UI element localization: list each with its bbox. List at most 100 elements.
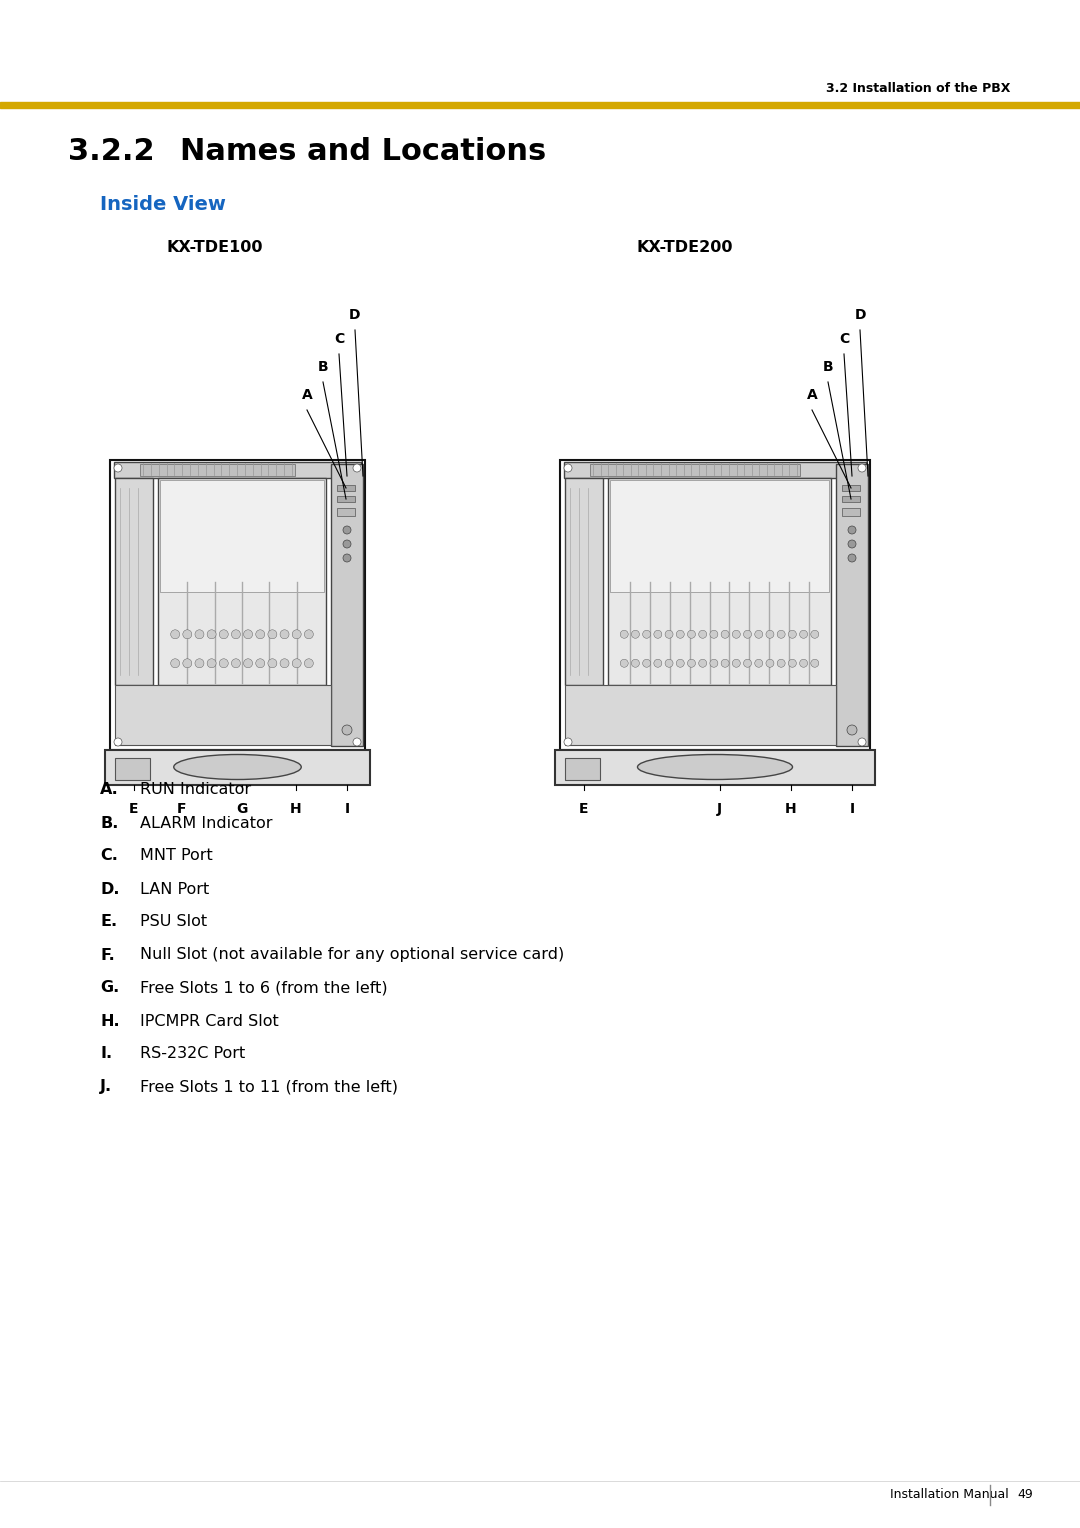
Text: KX-TDE200: KX-TDE200: [637, 240, 733, 255]
Circle shape: [353, 465, 361, 472]
Text: H.: H.: [100, 1013, 120, 1028]
Circle shape: [564, 465, 572, 472]
Circle shape: [280, 630, 289, 639]
Circle shape: [732, 630, 740, 639]
Circle shape: [847, 724, 858, 735]
Circle shape: [268, 630, 276, 639]
Bar: [565, 685, 836, 746]
Text: C.: C.: [100, 848, 118, 863]
Bar: [842, 484, 860, 490]
Bar: [114, 685, 330, 746]
Circle shape: [848, 539, 856, 549]
Circle shape: [710, 659, 718, 668]
Circle shape: [114, 465, 122, 472]
Circle shape: [256, 659, 265, 668]
Circle shape: [195, 659, 204, 668]
Circle shape: [620, 630, 629, 639]
Text: RS-232C Port: RS-232C Port: [140, 1047, 245, 1062]
Circle shape: [799, 630, 808, 639]
Circle shape: [676, 659, 685, 668]
Text: B: B: [318, 361, 328, 374]
Circle shape: [219, 659, 228, 668]
Circle shape: [665, 659, 673, 668]
Circle shape: [219, 630, 228, 639]
Circle shape: [244, 630, 253, 639]
Bar: [610, 480, 829, 591]
Text: Inside View: Inside View: [100, 196, 226, 214]
Circle shape: [858, 738, 866, 746]
Circle shape: [653, 630, 662, 639]
Text: Names and Locations: Names and Locations: [180, 138, 546, 167]
Bar: [561, 460, 870, 750]
Circle shape: [620, 659, 629, 668]
Bar: [337, 507, 355, 516]
Circle shape: [305, 630, 313, 639]
Bar: [836, 465, 868, 746]
Bar: [140, 465, 295, 477]
Text: I: I: [850, 802, 854, 816]
Circle shape: [256, 630, 265, 639]
Circle shape: [665, 630, 673, 639]
Circle shape: [231, 630, 241, 639]
Circle shape: [778, 630, 785, 639]
Text: KX-TDE100: KX-TDE100: [166, 240, 264, 255]
Circle shape: [268, 659, 276, 668]
Circle shape: [342, 724, 352, 735]
Circle shape: [811, 659, 819, 668]
Bar: [565, 758, 600, 779]
Text: 3.2.2: 3.2.2: [68, 138, 154, 167]
Ellipse shape: [637, 755, 793, 779]
Text: PSU Slot: PSU Slot: [140, 914, 207, 929]
Bar: [105, 750, 370, 785]
Text: E.: E.: [100, 914, 117, 929]
Bar: [608, 478, 831, 685]
Circle shape: [171, 659, 179, 668]
Circle shape: [114, 738, 122, 746]
Circle shape: [755, 630, 762, 639]
Circle shape: [195, 630, 204, 639]
Bar: [565, 478, 603, 685]
Circle shape: [710, 630, 718, 639]
Circle shape: [721, 630, 729, 639]
Circle shape: [343, 555, 351, 562]
Text: I: I: [345, 802, 350, 816]
Circle shape: [848, 555, 856, 562]
Circle shape: [353, 738, 361, 746]
Bar: [842, 507, 860, 516]
Bar: [114, 758, 150, 779]
Circle shape: [207, 630, 216, 639]
Text: J.: J.: [100, 1079, 112, 1094]
Circle shape: [244, 659, 253, 668]
Bar: [337, 497, 355, 503]
Text: C: C: [334, 332, 345, 345]
Text: G.: G.: [100, 981, 119, 996]
Circle shape: [343, 526, 351, 533]
Circle shape: [293, 659, 301, 668]
Circle shape: [183, 659, 192, 668]
Circle shape: [207, 659, 216, 668]
Text: I.: I.: [100, 1047, 112, 1062]
Circle shape: [632, 630, 639, 639]
Bar: [160, 480, 324, 591]
Circle shape: [766, 630, 774, 639]
Text: Installation Manual: Installation Manual: [890, 1488, 1009, 1502]
Text: Null Slot (not available for any optional service card): Null Slot (not available for any optiona…: [140, 947, 564, 963]
Circle shape: [858, 465, 866, 472]
Circle shape: [653, 659, 662, 668]
Bar: [114, 461, 361, 478]
Circle shape: [799, 659, 808, 668]
Text: MNT Port: MNT Port: [140, 848, 213, 863]
Circle shape: [564, 738, 572, 746]
Text: A.: A.: [100, 782, 119, 798]
Circle shape: [343, 539, 351, 549]
Circle shape: [676, 630, 685, 639]
Text: B.: B.: [100, 816, 119, 831]
Text: 49: 49: [1017, 1488, 1032, 1502]
Ellipse shape: [174, 755, 301, 779]
Bar: [555, 750, 875, 785]
Circle shape: [778, 659, 785, 668]
Text: 3.2 Installation of the PBX: 3.2 Installation of the PBX: [825, 81, 1010, 95]
Text: D: D: [854, 309, 866, 322]
Circle shape: [171, 630, 179, 639]
Circle shape: [643, 659, 650, 668]
